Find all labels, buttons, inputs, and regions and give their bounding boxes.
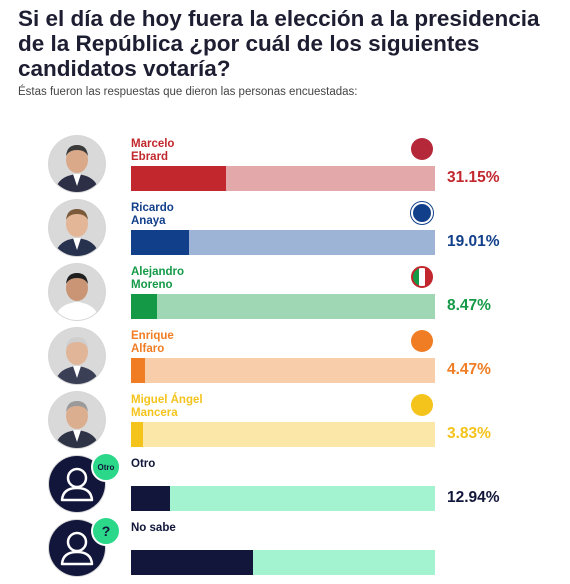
bar-fill xyxy=(131,230,189,255)
bar-fill xyxy=(131,422,143,447)
candidate-photo xyxy=(49,328,105,384)
bar-track xyxy=(131,486,435,511)
candidate-row: Ricardo Anaya 19.01% xyxy=(0,200,570,264)
bar-fill xyxy=(131,166,226,191)
bar-track xyxy=(131,550,435,575)
candidate-photo xyxy=(49,264,105,320)
candidate-name: Miguel Ángel Mancera xyxy=(131,394,203,419)
candidate-row: Otro Otro 12.94% xyxy=(0,452,570,520)
candidate-photo xyxy=(49,136,105,192)
party-logo-icon xyxy=(411,394,433,416)
candidate-row: Enrique Alfaro 4.47% xyxy=(0,328,570,392)
percentage-label: 4.47% xyxy=(447,361,491,378)
question-badge: ? xyxy=(91,516,121,546)
bar-track xyxy=(131,358,435,383)
bar-fill xyxy=(131,550,253,575)
bar-track xyxy=(131,166,435,191)
bar-fill xyxy=(131,358,145,383)
candidate-row: Alejandro Moreno 8.47% xyxy=(0,264,570,328)
candidate-name: Ricardo Anaya xyxy=(131,202,174,227)
candidate-row: Marcelo Ebrard 31.15% xyxy=(0,136,570,200)
party-logo-icon xyxy=(411,330,433,352)
percentage-label: 12.94% xyxy=(447,489,500,506)
chart-subtitle: Éstas fueron las respuestas que dieron l… xyxy=(18,86,358,98)
candidate-row: Miguel Ángel Mancera 3.83% xyxy=(0,392,570,456)
candidate-name: Marcelo Ebrard xyxy=(131,138,175,163)
user-silhouette-icon xyxy=(49,456,105,512)
percentage-label: 19.01% xyxy=(447,233,500,250)
other-badge: Otro xyxy=(91,452,121,482)
bar-track xyxy=(131,422,435,447)
candidate-photo xyxy=(49,200,105,256)
percentage-label: 8.47% xyxy=(447,297,491,314)
party-logo-icon xyxy=(411,138,433,160)
chart-title: Si el día de hoy fuera la elección a la … xyxy=(18,6,540,81)
candidate-photo xyxy=(49,392,105,448)
party-logo-icon xyxy=(411,202,433,224)
percentage-label: 3.83% xyxy=(447,425,491,442)
bar-track xyxy=(131,294,435,319)
candidate-name: No sabe xyxy=(131,522,176,534)
candidate-name: Enrique Alfaro xyxy=(131,330,174,355)
candidate-name: Alejandro Moreno xyxy=(131,266,185,291)
bar-fill xyxy=(131,294,157,319)
candidate-row: ? No sabe xyxy=(0,516,570,584)
candidate-name: Otro xyxy=(131,458,156,470)
bar-track xyxy=(131,230,435,255)
percentage-label: 31.15% xyxy=(447,169,500,186)
party-logo-icon xyxy=(411,266,433,288)
bar-fill xyxy=(131,486,170,511)
